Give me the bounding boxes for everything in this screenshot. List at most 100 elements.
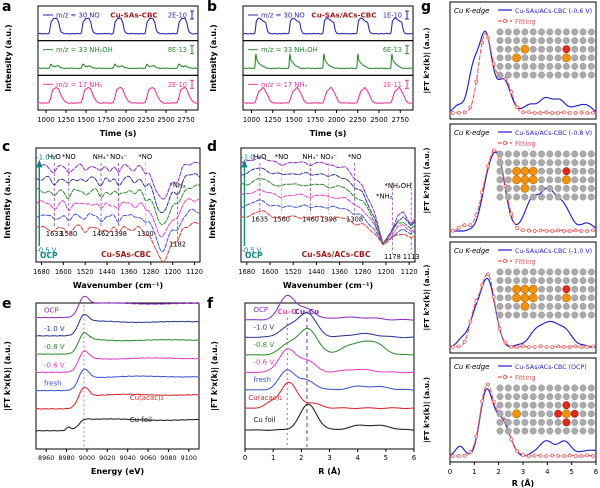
panel-label-e: e bbox=[2, 296, 12, 312]
trace-label: -1.0 V bbox=[253, 323, 274, 331]
fit-marker bbox=[573, 344, 578, 349]
y-axis-label: Intensity (a.u.) bbox=[208, 171, 217, 238]
fit-marker bbox=[491, 399, 496, 404]
wavenumber-label: 1398 bbox=[110, 230, 127, 238]
fit-marker bbox=[509, 90, 514, 95]
carbon-atom bbox=[504, 268, 512, 276]
arrow-top-label: -1.0 V bbox=[241, 153, 261, 161]
carbon-atom bbox=[504, 418, 512, 426]
carbon-atom bbox=[513, 268, 521, 276]
fit-marker bbox=[573, 454, 578, 458]
x-tick: 9000 bbox=[79, 454, 95, 462]
carbon-atom bbox=[504, 410, 512, 418]
carbon-atom bbox=[587, 37, 595, 45]
carbon-atom bbox=[513, 150, 521, 158]
carbon-atom bbox=[538, 268, 545, 276]
ms-trace bbox=[37, 17, 199, 35]
carbon-atom bbox=[546, 401, 554, 409]
carbon-atom bbox=[562, 150, 570, 158]
carbon-atom bbox=[571, 427, 579, 435]
carbon-atom bbox=[521, 62, 529, 70]
x-axis-label: Energy (eV) bbox=[91, 467, 144, 476]
carbon-atom bbox=[571, 311, 579, 319]
carbon-atom bbox=[571, 184, 579, 192]
carbon-atom bbox=[579, 268, 587, 276]
carbon-atom bbox=[538, 418, 545, 426]
ftir-trace bbox=[240, 156, 416, 245]
edge-label: Cu K-edge bbox=[454, 129, 489, 137]
fit-label: Fitting bbox=[515, 258, 536, 266]
ms-trace bbox=[37, 86, 199, 104]
fit-marker bbox=[451, 454, 455, 458]
ftir-trace bbox=[35, 221, 201, 263]
y-axis-label: Intensity (a.u.) bbox=[3, 171, 12, 238]
carbon-atom bbox=[521, 28, 529, 36]
carbon-atom bbox=[529, 311, 537, 319]
carbon-atom bbox=[554, 54, 562, 62]
carbon-atom bbox=[538, 167, 545, 175]
carbon-atom bbox=[587, 54, 595, 62]
wavenumber-label: 1308 bbox=[346, 216, 363, 224]
carbon-atom bbox=[504, 176, 512, 184]
y-axis-label: |FT k³x(k)| (a.u.) bbox=[422, 28, 432, 94]
carbon-atom bbox=[579, 45, 587, 53]
carbon-atom bbox=[546, 62, 554, 70]
species-label: *NO bbox=[62, 153, 76, 161]
carbon-atom bbox=[529, 410, 537, 418]
panel-g-subplot-2: Cu K-edge Cu-SAs/ACs-CBC (-0.8 V) Fitting |… bbox=[422, 123, 597, 238]
wavenumber-label: 1182 bbox=[169, 241, 186, 249]
fit-marker bbox=[486, 35, 490, 40]
fit-marker bbox=[521, 110, 525, 115]
carbon-atom bbox=[496, 410, 504, 418]
fit-marker bbox=[573, 110, 578, 115]
carbon-atom bbox=[496, 167, 504, 175]
carbon-atom bbox=[579, 302, 587, 310]
exafs-trace bbox=[244, 369, 415, 391]
carbon-atom bbox=[496, 427, 504, 435]
x-tick: 1440 bbox=[308, 268, 325, 276]
carbon-atom bbox=[538, 277, 545, 285]
x-tick: 6 bbox=[412, 454, 416, 462]
carbon-atom bbox=[571, 150, 579, 158]
fit-marker bbox=[515, 226, 520, 231]
carbon-atom bbox=[562, 62, 570, 70]
x-axis-label: Time (s) bbox=[100, 129, 137, 138]
carbon-atom bbox=[513, 427, 521, 435]
carbon-atom bbox=[587, 311, 595, 319]
x-tick: 1280 bbox=[354, 268, 371, 276]
carbon-atom bbox=[504, 311, 512, 319]
exafs-trace bbox=[244, 327, 415, 356]
panel-title: Cu-SAs/ACs-CBC bbox=[302, 250, 371, 259]
fit-marker bbox=[474, 213, 479, 217]
carbon-atom bbox=[496, 401, 504, 409]
carbon-atom bbox=[562, 159, 570, 167]
x-tick: 9020 bbox=[99, 454, 115, 462]
scale-label: 8E-13 bbox=[168, 46, 187, 54]
carbon-atom bbox=[529, 184, 537, 192]
carbon-atom bbox=[521, 393, 529, 401]
carbon-atom bbox=[546, 410, 554, 418]
x-tick: 9080 bbox=[160, 454, 176, 462]
y-axis-label: |FT k³x(k)| (a.u.) bbox=[422, 148, 432, 214]
carbon-atom bbox=[587, 418, 595, 426]
x-tick: 1750 bbox=[97, 116, 114, 124]
panel-label-f: f bbox=[207, 296, 214, 312]
carbon-atom bbox=[587, 294, 595, 302]
panel-g-subplot-4: Cu K-edge Cu-SAs/ACs-CBC (OCP) Fitting 0 1 2 3… bbox=[422, 357, 599, 488]
trace-legend: m/z = 30 NO bbox=[261, 12, 305, 20]
carbon-atom bbox=[587, 150, 595, 158]
fit-marker bbox=[474, 299, 479, 303]
carbon-atom bbox=[554, 184, 562, 192]
carbon-atom bbox=[579, 184, 587, 192]
carbon-atom bbox=[571, 302, 579, 310]
scale-label: 1E-11 bbox=[383, 81, 402, 89]
trace-label: -0.6 V bbox=[44, 361, 65, 369]
x-tick: 1600 bbox=[262, 268, 279, 276]
carbon-atom bbox=[496, 28, 504, 36]
carbon-atom bbox=[554, 176, 562, 184]
scale-label: 6E-13 bbox=[383, 46, 402, 54]
carbon-atom bbox=[579, 427, 587, 435]
x-tick: 3 bbox=[327, 454, 331, 462]
x-tick: 5 bbox=[569, 468, 573, 476]
carbon-atom bbox=[538, 184, 545, 192]
